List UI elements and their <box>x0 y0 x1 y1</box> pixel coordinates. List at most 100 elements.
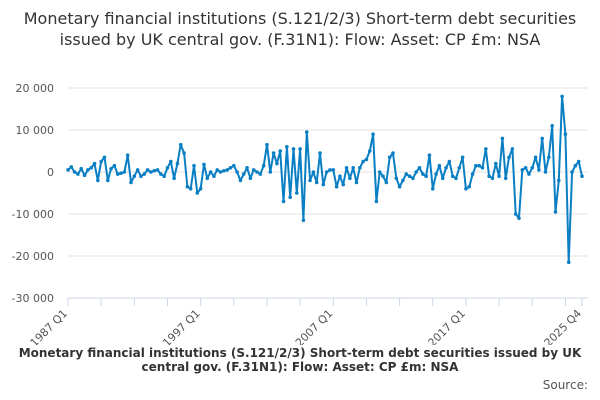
data-point <box>172 176 176 181</box>
data-point <box>414 170 418 174</box>
data-point <box>344 166 349 170</box>
data-point <box>135 168 140 172</box>
data-point <box>188 187 193 191</box>
data-point <box>444 166 448 170</box>
data-point <box>440 176 445 181</box>
data-point <box>261 163 266 168</box>
data-point <box>178 142 183 147</box>
data-point <box>139 174 143 178</box>
data-point <box>500 136 505 141</box>
data-point <box>298 147 302 151</box>
data-point <box>105 178 110 183</box>
data-point <box>281 199 286 204</box>
chart-caption: Monetary financial institutions (S.121/2… <box>18 346 582 374</box>
data-point <box>437 163 442 168</box>
x-tick-label: 2025 Q4 <box>542 307 585 345</box>
data-point <box>450 174 455 178</box>
x-tick-label: 2017 Q1 <box>426 307 469 345</box>
data-point <box>198 187 203 191</box>
data-point <box>145 168 150 172</box>
data-point <box>245 166 249 170</box>
data-point <box>271 151 276 155</box>
data-point <box>285 145 289 149</box>
data-point <box>275 161 279 166</box>
data-point <box>86 168 90 172</box>
data-point <box>553 210 558 214</box>
data-point <box>232 163 236 168</box>
data-point <box>96 178 100 183</box>
data-point <box>334 184 339 189</box>
data-point <box>122 170 127 174</box>
data-point <box>560 94 564 99</box>
data-point <box>155 168 160 172</box>
data-point <box>381 174 385 178</box>
data-point <box>367 149 372 153</box>
data-point <box>467 184 472 189</box>
data-point <box>454 176 458 181</box>
x-tick-label: 1987 Q1 <box>28 307 71 345</box>
data-point <box>149 170 153 174</box>
data-point <box>497 174 501 178</box>
data-point <box>119 171 123 176</box>
data-point <box>477 163 482 168</box>
data-point <box>447 159 452 164</box>
data-point <box>364 157 369 162</box>
data-point <box>175 161 180 166</box>
data-point <box>142 172 147 176</box>
data-point <box>570 170 574 174</box>
data-point <box>547 155 551 160</box>
data-point <box>348 176 352 181</box>
y-tick-label: -10 000 <box>12 208 54 221</box>
data-point <box>258 172 263 176</box>
data-point <box>427 153 432 157</box>
data-point <box>202 162 206 167</box>
data-point <box>235 170 239 174</box>
data-point <box>460 155 465 160</box>
data-point <box>493 161 498 166</box>
data-point <box>195 191 200 195</box>
data-point <box>304 130 309 134</box>
data-point <box>218 170 223 174</box>
y-tick-label: -30 000 <box>12 292 54 305</box>
data-point <box>314 180 319 185</box>
data-point <box>358 166 362 170</box>
data-point <box>69 165 74 169</box>
data-point <box>169 159 173 164</box>
data-point <box>507 155 511 160</box>
x-tick-label: 1997 Q1 <box>160 307 203 345</box>
data-point <box>434 172 438 176</box>
data-point <box>321 182 326 187</box>
data-point <box>318 151 322 155</box>
data-point <box>205 176 210 181</box>
data-point <box>338 174 342 178</box>
data-point <box>215 168 220 172</box>
data-point <box>424 174 428 178</box>
y-tick-label: 20 000 <box>16 82 55 95</box>
data-point <box>411 176 415 181</box>
data-point <box>228 166 233 170</box>
data-point <box>527 172 531 176</box>
data-point <box>112 163 117 168</box>
data-point <box>76 172 80 176</box>
data-point <box>165 166 170 170</box>
data-point <box>543 170 548 174</box>
data-point <box>89 166 94 170</box>
data-point <box>308 178 312 183</box>
data-point <box>576 159 581 164</box>
data-point <box>391 151 395 155</box>
data-point <box>331 168 336 172</box>
data-point <box>311 170 316 174</box>
data-point <box>185 184 190 189</box>
data-point <box>102 155 107 160</box>
data-point <box>384 180 389 185</box>
data-point <box>324 170 329 174</box>
data-point <box>225 168 229 172</box>
x-tick-label: 2007 Q1 <box>293 307 336 345</box>
data-point <box>523 166 528 170</box>
y-tick-label: 10 000 <box>16 124 55 137</box>
data-point <box>125 153 130 157</box>
data-point <box>212 174 216 178</box>
data-point <box>162 174 166 178</box>
data-point <box>490 176 495 181</box>
data-point <box>159 172 163 176</box>
